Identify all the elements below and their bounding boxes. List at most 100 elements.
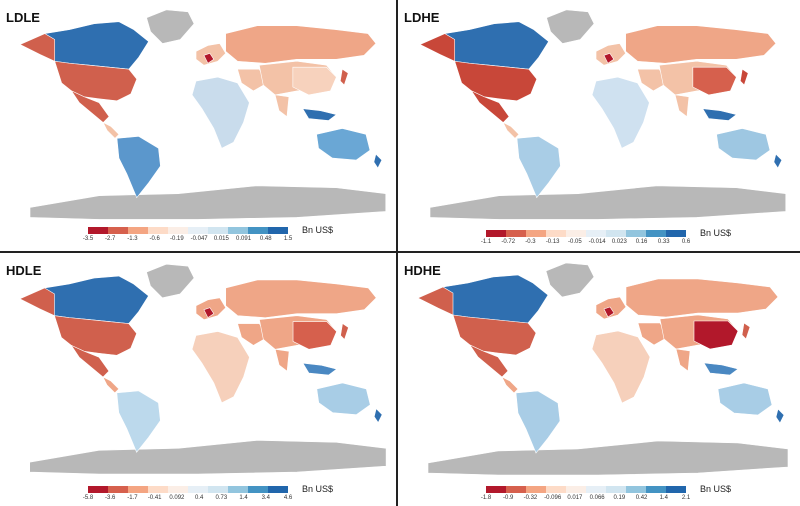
legend-color-bar	[486, 486, 686, 493]
panel-hdle: HDLE -5.8 -3.6 -1.7 -0.41 0.092 0.4 0.73 1.4 3.4…	[0, 253, 400, 506]
region-australia	[716, 128, 771, 161]
region-greenland	[545, 262, 595, 298]
legend-tick-label: -2.7	[105, 236, 116, 242]
region-antarctica	[429, 185, 787, 220]
legend: -3.5 -2.7 -1.3 -0.6 -0.19 -0.047 0.015 0.091 0.4…	[83, 225, 333, 253]
legend-tick-label: -5.8	[82, 495, 94, 501]
legend-swatch	[168, 486, 188, 493]
legend-swatch	[586, 486, 606, 493]
region-alaska	[19, 33, 56, 62]
legend-ticks: -5.8 -3.6 -1.7 -0.41 0.092 0.4 0.73 1.4 3.4 4.6	[83, 495, 292, 505]
legend-color-bar	[88, 486, 288, 493]
legend-tick-label: -1.1	[480, 239, 492, 245]
legend-tick-label: -0.9	[503, 495, 514, 501]
region-antarctica	[427, 440, 789, 476]
region-central	[501, 376, 519, 394]
region-europe-hot	[203, 53, 215, 64]
legend-tick-label: -0.41	[147, 495, 162, 501]
legend-swatch	[208, 227, 228, 234]
region-russia	[625, 25, 777, 64]
legend-swatch	[646, 486, 666, 493]
region-south-america	[515, 390, 561, 454]
legend-tick-label: 0.017	[567, 495, 583, 501]
region-australia	[717, 382, 773, 416]
region-india	[274, 348, 290, 372]
legend-swatch	[208, 486, 228, 493]
legend-tick-label: 0.6	[681, 239, 691, 245]
legend-swatch	[228, 227, 248, 234]
region-japan	[339, 68, 349, 86]
region-mideast	[637, 68, 668, 92]
region-south-america	[116, 136, 161, 199]
legend-tick-label: 0.023	[611, 239, 627, 245]
legend-tick-label: 0.48	[259, 236, 272, 242]
region-alaska	[417, 286, 454, 316]
legend-swatch	[546, 230, 566, 237]
legend-tick-label: -0.047	[190, 236, 208, 242]
legend-swatch	[108, 486, 128, 493]
legend-tick-label: -3.5	[82, 236, 94, 242]
legend-swatch	[228, 486, 248, 493]
region-nz	[373, 153, 383, 169]
region-indonesia	[702, 108, 738, 121]
region-nz	[775, 408, 785, 424]
region-russia	[225, 279, 377, 318]
region-china	[292, 66, 337, 96]
region-europe-hot	[203, 307, 215, 319]
legend-swatch	[566, 486, 586, 493]
legend-tick-label: 0.015	[213, 236, 229, 242]
region-japan	[741, 322, 751, 340]
legend-swatch	[666, 486, 686, 493]
world-map	[417, 262, 789, 476]
region-india	[274, 94, 290, 118]
region-india	[674, 94, 690, 118]
region-south-america	[116, 390, 161, 453]
legend-swatch	[88, 227, 108, 234]
legend-swatch	[268, 486, 288, 493]
region-nz	[373, 408, 383, 424]
legend-swatch	[268, 227, 288, 234]
legend-tick-label: 1.4	[239, 495, 248, 501]
region-china	[292, 321, 337, 350]
legend-tick-label: -0.05	[568, 239, 582, 245]
legend-tick-label: -0.72	[501, 239, 516, 245]
legend-tick-label: 0.42	[635, 495, 648, 501]
panel-ldle: LDLE -3.5 -2.7 -1.3 -0.6 -0.19 -0.047 0.015 0.0…	[0, 0, 400, 253]
legend-swatch	[248, 227, 268, 234]
world-map	[419, 9, 787, 220]
panel-title: LDLE	[6, 10, 40, 25]
legend: -1.8 -0.9 -0.32 -0.096 0.017 0.066 0.19 0.42 1.4…	[481, 484, 731, 506]
legend-tick-label: 0.73	[215, 495, 228, 501]
region-mexico	[470, 90, 510, 123]
panel-title: HDLE	[6, 263, 42, 278]
region-indonesia	[302, 108, 338, 121]
world-map	[19, 9, 387, 220]
legend-swatch	[148, 227, 168, 234]
legend-swatch	[566, 230, 586, 237]
region-mexico	[469, 344, 509, 378]
legend-color-bar	[486, 230, 686, 237]
legend-swatch	[546, 486, 566, 493]
legend-swatch	[486, 486, 506, 493]
legend-unit: Bn US$	[700, 228, 732, 238]
legend-swatch	[666, 230, 686, 237]
legend-swatch	[248, 486, 268, 493]
legend-swatch	[128, 227, 148, 234]
legend-tick-label: 1.5	[283, 236, 293, 242]
legend-tick-label: 2.1	[681, 495, 691, 501]
legend-tick-label: -0.32	[523, 495, 538, 501]
legend-tick-label: 3.4	[261, 495, 270, 501]
legend-ticks: -1.1 -0.72 -0.3 -0.13 -0.05 -0.014 0.023 0.16 0.…	[481, 239, 690, 249]
region-japan	[340, 323, 349, 340]
region-greenland	[146, 263, 195, 299]
legend: -1.1 -0.72 -0.3 -0.13 -0.05 -0.014 0.023 0.16 0.…	[481, 228, 731, 253]
region-africa	[591, 76, 650, 149]
region-europe-hot	[603, 306, 615, 318]
legend-tick-label: 0.33	[657, 239, 670, 245]
region-indonesia	[302, 362, 338, 376]
panel-title: LDHE	[404, 10, 440, 25]
legend-swatch	[188, 227, 208, 234]
region-mexico	[70, 90, 110, 123]
region-australia	[316, 382, 371, 415]
region-alaska	[419, 33, 456, 62]
